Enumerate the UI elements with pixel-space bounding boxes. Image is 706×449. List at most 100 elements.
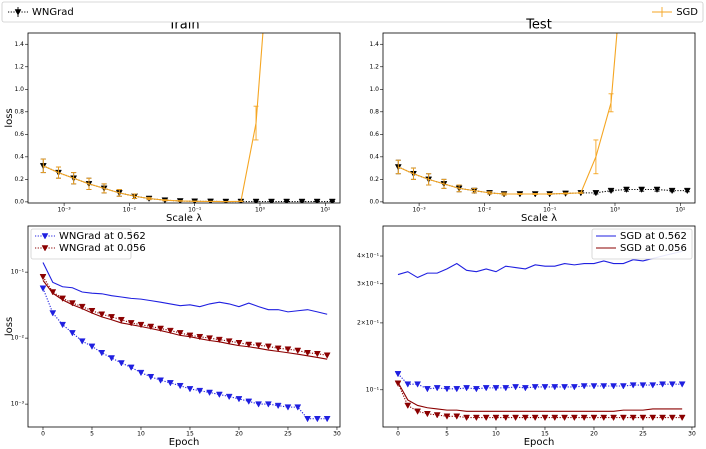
marker [294,404,302,411]
marker [629,382,637,389]
marker [98,350,106,357]
marker [600,383,608,390]
marker [14,9,22,16]
marker [225,338,233,345]
y-tick-label: 0.2 [369,176,379,183]
error-bar [487,191,493,195]
marker [482,414,490,422]
x-tick-label: 20 [590,431,598,438]
x-tick-label: 30 [688,431,696,438]
marker [294,347,302,354]
marker [127,320,135,327]
marker [492,414,500,422]
marker [255,342,262,349]
marker [206,389,213,397]
marker [225,393,233,401]
plot-area [39,262,331,423]
y-tick-label: 0.6 [14,131,24,138]
x-tick-label: 10 [492,431,500,438]
marker [196,387,204,395]
y-tick-label: 0.8 [14,108,24,115]
x-tick-label: 10⁻³ [412,207,426,214]
legend-box [591,228,693,260]
y-tick-label: 1.2 [14,63,24,70]
marker [629,414,637,422]
marker [264,401,272,408]
marker [639,414,647,422]
marker [423,386,431,393]
marker [268,198,275,203]
marker [607,187,615,195]
y-tick-label: 0.4 [369,153,379,160]
marker [166,327,174,335]
marker [502,385,510,392]
marker [235,340,243,347]
marker [215,391,223,398]
axes-frame [27,32,341,204]
error-bar [132,193,138,199]
x-tick-label: 15 [541,431,549,438]
marker [600,414,608,422]
marker [570,384,578,391]
marker [49,310,57,317]
marker [88,343,96,350]
marker [453,386,461,393]
series-line [398,33,618,195]
legend-label: WNGrad at 0.562 [59,231,146,242]
x-tick-label: 20 [235,431,243,438]
marker [453,413,461,420]
x-tick-label: 0 [41,431,45,438]
marker [512,384,520,391]
marker [235,396,243,403]
marker [414,381,422,388]
y-axis-label: loss [4,108,15,127]
marker [88,307,96,315]
x-tick-label: 10⁻¹ [188,207,202,214]
marker [78,303,86,311]
marker [41,245,49,252]
marker [659,414,666,422]
marker [590,383,598,390]
marker [304,350,311,357]
marker [638,186,646,194]
x-axis-label: Epoch [524,437,555,448]
marker [78,338,86,345]
marker [117,360,125,367]
axes-frame [27,225,341,428]
error-bar [517,192,523,196]
marker [137,369,145,377]
error-bar [40,158,46,174]
x-tick-label: 10⁰ [610,207,621,214]
marker [284,346,292,353]
marker [108,355,116,362]
x-tick-label: 10⁻³ [57,207,71,214]
marker [492,385,500,392]
marker [245,341,253,349]
x-tick-label: 10⁻¹ [543,207,557,214]
series-line [42,276,328,356]
marker [592,190,600,197]
legend-label: WNGrad [32,7,74,18]
series-line [397,373,683,390]
marker [147,323,155,331]
series-line [397,382,683,412]
marker [561,384,568,391]
marker [323,352,331,359]
y-tick-label: 0.8 [369,108,379,115]
marker [502,414,510,422]
series-line [398,166,688,195]
marker [423,411,431,418]
series-line [43,165,333,203]
marker [551,384,559,391]
error-bar [456,184,462,193]
marker [561,414,568,422]
marker [323,416,331,423]
y-tick-label: 0.6 [369,131,379,138]
marker [521,385,529,392]
legend-label: SGD at 0.056 [620,243,687,254]
marker [283,198,291,203]
marker [394,380,402,387]
marker [394,371,402,378]
